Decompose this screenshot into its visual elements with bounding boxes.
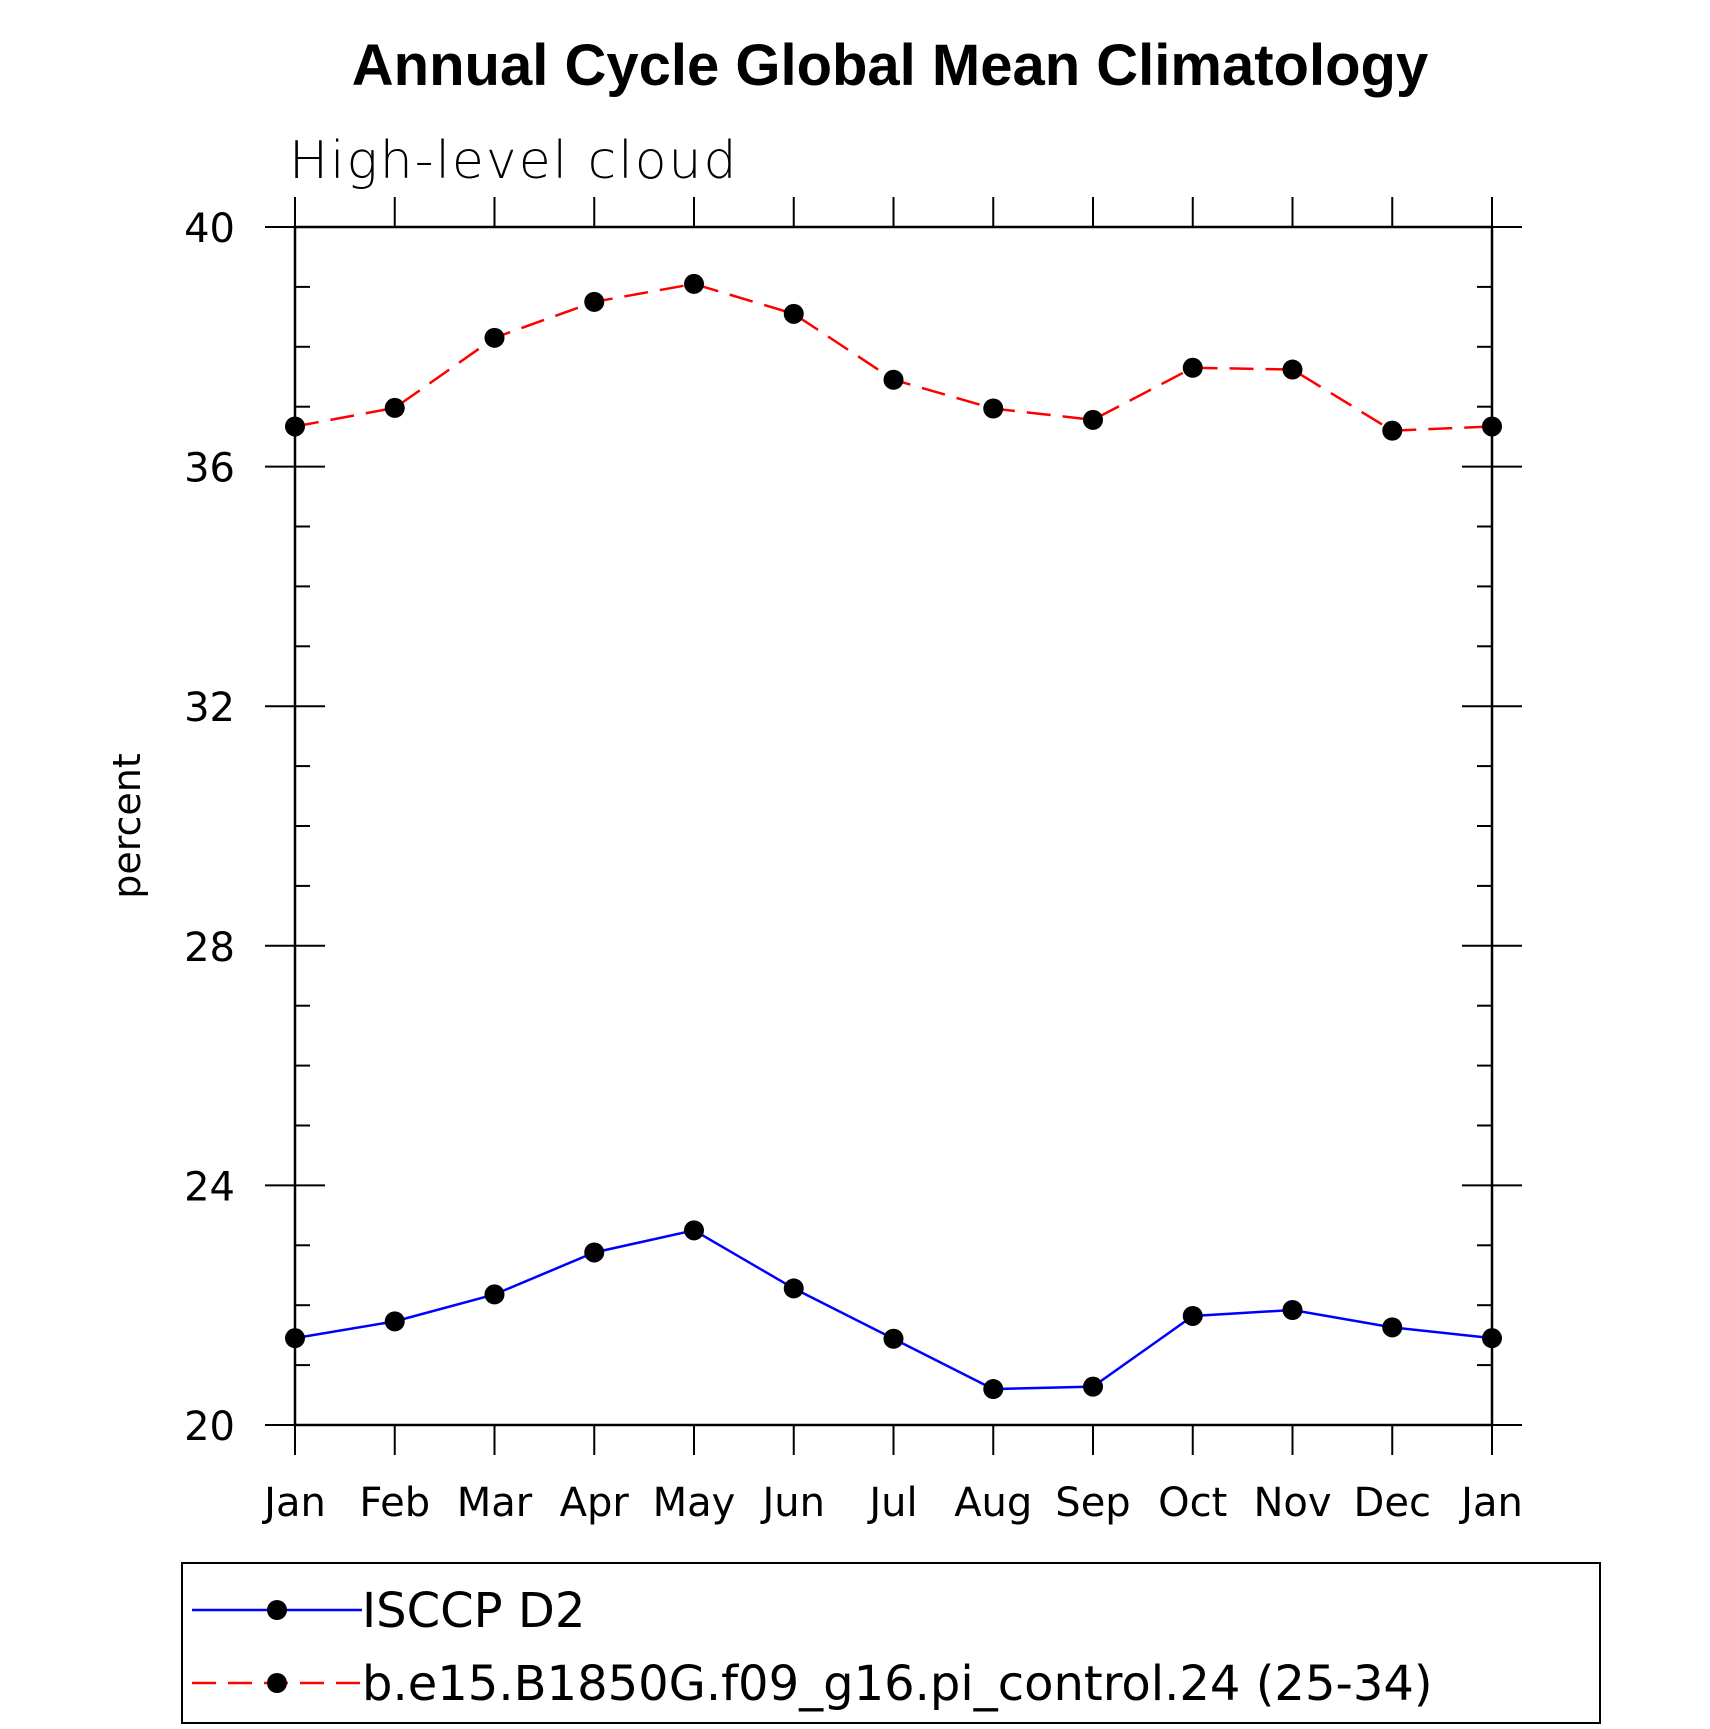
series-point-0 (1083, 1376, 1103, 1397)
series-point-1 (983, 398, 1004, 419)
x-tick-label: Aug (954, 1480, 1032, 1526)
series-point-1 (783, 303, 804, 324)
series-point-0 (384, 1311, 405, 1332)
series-line-1 (294, 282, 1493, 432)
series-point-1 (883, 369, 904, 390)
series-point-1 (684, 273, 704, 294)
x-tick-label: Jun (760, 1480, 826, 1526)
legend-label-0: ISCCP D2 (362, 1583, 585, 1639)
series-point-0 (684, 1220, 704, 1241)
x-tick-label: Mar (457, 1480, 533, 1526)
series-point-0 (1282, 1299, 1303, 1320)
series-point-1 (1182, 357, 1203, 378)
y-tick-label: 24 (184, 1164, 235, 1210)
series-point-0 (883, 1328, 904, 1349)
y-tick-label: 20 (184, 1404, 235, 1450)
series-layer (285, 273, 1502, 1400)
y-tick-label: 40 (184, 206, 235, 252)
series-point-1 (584, 291, 605, 312)
legend-marker-0 (267, 1600, 287, 1620)
x-tick-label: Oct (1158, 1480, 1227, 1526)
series-line-0 (294, 1228, 1493, 1391)
series-point-1 (384, 397, 405, 418)
x-tick-label: May (653, 1480, 736, 1526)
series-point-1 (1083, 409, 1103, 430)
series-point-0 (1182, 1305, 1203, 1326)
chart-title: Annual Cycle Global Mean Climatology (352, 33, 1428, 98)
legend-box (181, 1562, 1601, 1724)
series-point-1 (1382, 420, 1403, 441)
series-point-0 (1482, 1328, 1502, 1349)
x-tick-label: Dec (1354, 1480, 1431, 1526)
plot-axes: 20 24 28 32 36 40 Jan Feb Mar Apr May Jun Jul Aug Sep O… (184, 197, 1523, 1526)
series-point-0 (584, 1242, 605, 1263)
series-point-1 (484, 327, 505, 348)
series-point-0 (1382, 1317, 1403, 1338)
x-tick-label: Jan (1458, 1480, 1523, 1526)
legend: ISCCP D2 b.e15.B1850G.f09_g16.pi_control.… (181, 1562, 1601, 1724)
y-tick-label: 32 (184, 685, 235, 731)
x-tick-label: Jan (261, 1480, 326, 1526)
x-tick-label: Jul (866, 1480, 917, 1526)
series-point-1 (1482, 416, 1502, 437)
x-tick-label: Sep (1055, 1480, 1130, 1526)
x-tick-label: Feb (359, 1480, 430, 1526)
legend-marker-1 (267, 1673, 287, 1693)
series-point-1 (285, 416, 305, 437)
y-tick-label: 36 (184, 446, 235, 492)
x-tick-label: Nov (1253, 1480, 1331, 1526)
series-point-0 (285, 1328, 305, 1349)
series-point-0 (983, 1379, 1004, 1400)
x-tick-label: Apr (560, 1480, 630, 1526)
plot-frame (293, 225, 1494, 1427)
series-point-0 (484, 1284, 505, 1305)
chart-subtitle: High-level cloud (289, 131, 738, 191)
y-axis-label: percent (105, 753, 149, 899)
series-point-1 (1282, 359, 1303, 380)
y-tick-label: 28 (184, 925, 235, 971)
series-point-0 (783, 1278, 804, 1299)
legend-label-1: b.e15.B1850G.f09_g16.pi_control.24 (25-3… (362, 1656, 1433, 1712)
